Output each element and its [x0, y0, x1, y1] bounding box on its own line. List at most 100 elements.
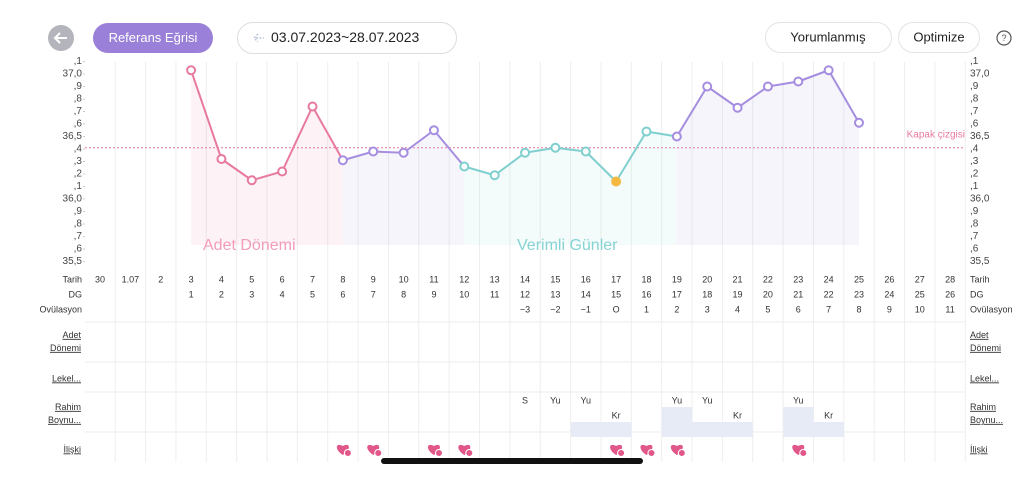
date: 19 [672, 274, 682, 284]
cycle-day: 9 [431, 289, 436, 299]
section-label: Dönemi [50, 343, 81, 353]
temperature-point [550, 142, 561, 153]
date: 1.07 [122, 274, 140, 284]
line-segment [403, 129, 435, 154]
cycle-day: 18 [702, 289, 712, 299]
y-tick-label: ,6 [74, 244, 83, 255]
area-shade [525, 147, 556, 245]
date: 24 [824, 274, 834, 284]
area-shade [737, 86, 768, 245]
optimize-button[interactable] [898, 22, 980, 53]
cervix-label: Yu [702, 395, 713, 405]
heart-badge [465, 449, 474, 457]
date: 23 [793, 274, 803, 284]
cycle-day: 12 [520, 289, 530, 299]
cervix-label: Kr [824, 410, 833, 420]
heart-badge [799, 449, 808, 457]
y-tick-label: ,7 [74, 106, 83, 117]
ovulation-day: O [613, 304, 620, 314]
date: 7 [310, 274, 315, 284]
line-segment [524, 146, 556, 154]
row-label: DG [69, 289, 83, 299]
help-icon[interactable] [996, 30, 1012, 46]
cervix-box [601, 422, 632, 437]
date: 17 [611, 274, 621, 284]
y-tick-label-right: ,6 [970, 244, 979, 255]
row-label: Ovülasyon [39, 304, 82, 314]
line-segment [555, 146, 586, 153]
phase-label: Verimli Günler [517, 237, 618, 254]
y-tick-label: ,1 [74, 181, 83, 192]
area-shade [312, 106, 343, 245]
area-shade [707, 86, 738, 245]
cervix-box [783, 407, 814, 437]
date: 13 [490, 274, 500, 284]
ovulation-day: 3 [705, 304, 710, 314]
line-segment [494, 151, 526, 177]
temperature-point [641, 126, 652, 137]
date: 4 [219, 274, 224, 284]
y-tick-label: 36,0 [63, 194, 83, 205]
temperature-point [732, 102, 743, 113]
section-label-right: Lekel... [970, 373, 999, 383]
y-tick-label-right: ,9 [970, 81, 979, 92]
ovulation-day: 10 [915, 304, 925, 314]
line-segment [311, 106, 344, 161]
temperature-point [307, 101, 318, 112]
y-tick-label-right: ,4 [970, 144, 979, 155]
temperature-point [459, 161, 470, 172]
row-label: Tarih [62, 274, 82, 284]
cycle-day: 1 [189, 289, 194, 299]
date: 3 [189, 274, 194, 284]
line-segment [373, 150, 404, 154]
y-tick-label: 37,0 [63, 69, 83, 80]
y-tick-label: 35,5 [63, 256, 83, 267]
y-tick-label: ,7 [74, 231, 83, 242]
cervix-label: Kr [733, 410, 742, 420]
cervix-label: S [522, 395, 528, 405]
y-tick-label: ,6 [74, 119, 83, 130]
reference-button[interactable] [93, 23, 213, 53]
area-shade [221, 159, 252, 245]
temperature-point [520, 147, 531, 158]
y-tick-label-right: ,9 [970, 206, 979, 217]
y-tick-label-right: 36,0 [970, 194, 990, 205]
section-label: Adet [62, 330, 81, 340]
line-segment [797, 69, 829, 83]
cycle-day: 2 [219, 289, 224, 299]
ovulation-day: −3 [520, 304, 530, 314]
y-tick-label: 36,5 [63, 131, 83, 142]
cycle-day: 21 [793, 289, 803, 299]
y-tick-label-right: 36,5 [970, 131, 990, 142]
heart-badge [374, 449, 383, 457]
cycle-day: 10 [459, 289, 469, 299]
interpreted-label: Yorumlanmış [790, 29, 866, 44]
ovulation-day: 1 [644, 304, 649, 314]
interpreted-button[interactable] [765, 22, 892, 53]
line-segment [220, 158, 253, 182]
area-shade [676, 86, 708, 245]
line-segment [675, 85, 709, 138]
cervix-box [570, 422, 602, 437]
temperature-point [246, 175, 257, 186]
date-range-pill[interactable] [237, 22, 457, 54]
line-segment [281, 106, 314, 172]
row-label-right: Ovülasyon [970, 304, 1013, 314]
cervix-label: Yu [793, 395, 804, 405]
cervix-box [722, 422, 753, 437]
ovulation-day: −2 [550, 304, 560, 314]
cycle-day: 6 [340, 289, 345, 299]
section-label-right: Dönemi [970, 343, 1001, 353]
heart-badge [434, 449, 443, 457]
line-segment [646, 130, 678, 138]
date: 22 [763, 274, 773, 284]
cycle-day: 14 [581, 289, 591, 299]
date: 11 [429, 274, 438, 284]
cervix-box [661, 407, 693, 437]
cervix-label: Yu [581, 395, 592, 405]
cycle-day: 15 [611, 289, 621, 299]
area-shade [646, 131, 677, 245]
cycle-day: 13 [550, 289, 560, 299]
cover-line-label: Kapak çizgisi [907, 129, 965, 140]
y-tick-label: ,3 [74, 156, 83, 167]
